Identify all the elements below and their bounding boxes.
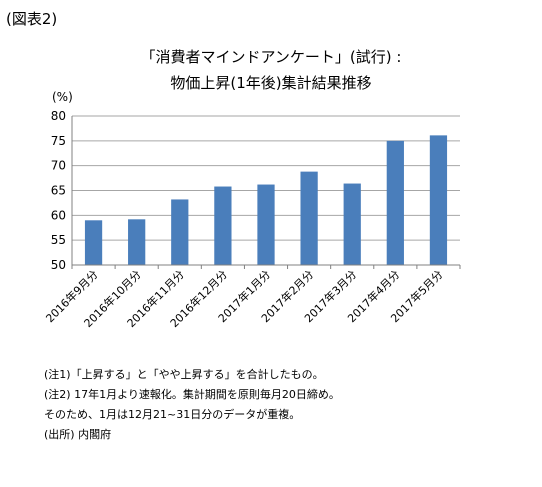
note-3: そのため、1月は12月21~31日分のデータが重複。 [44, 408, 301, 421]
y-tick-label: 65 [51, 184, 66, 198]
y-tick-label: 60 [51, 208, 66, 222]
y-axis-unit: (%) [52, 90, 73, 104]
bar [171, 199, 189, 265]
source-note: (出所) 内閣府 [44, 428, 112, 441]
bar [429, 135, 448, 265]
bar [257, 184, 275, 265]
y-tick-label: 80 [51, 109, 66, 123]
bar [300, 171, 318, 265]
note-2: (注2) 17年1月より速報化。集計期間を原則毎月20日締め。 [44, 388, 340, 401]
y-tick-label: 75 [51, 134, 66, 148]
bar [84, 220, 103, 265]
y-tick-label: 50 [51, 258, 66, 272]
note-1: (注1)「上昇する」と「やや上昇する」を合計したもの。 [44, 368, 324, 381]
bar [386, 140, 404, 265]
y-tick-label: 55 [51, 233, 66, 247]
chart-title-line2: 物価上昇(1年後)集計結果推移 [170, 74, 372, 92]
notes: (注1)「上昇する」と「やや上昇する」を合計したもの。 (注2) 17年1月より… [44, 365, 340, 445]
y-tick-label: 70 [51, 159, 66, 173]
bar [128, 219, 146, 265]
figure-label: (図表2) [6, 10, 58, 28]
bar [343, 183, 361, 265]
chart-title-line1: 「消費者マインドアンケート」(試行) : [140, 48, 402, 66]
bar [214, 186, 232, 265]
